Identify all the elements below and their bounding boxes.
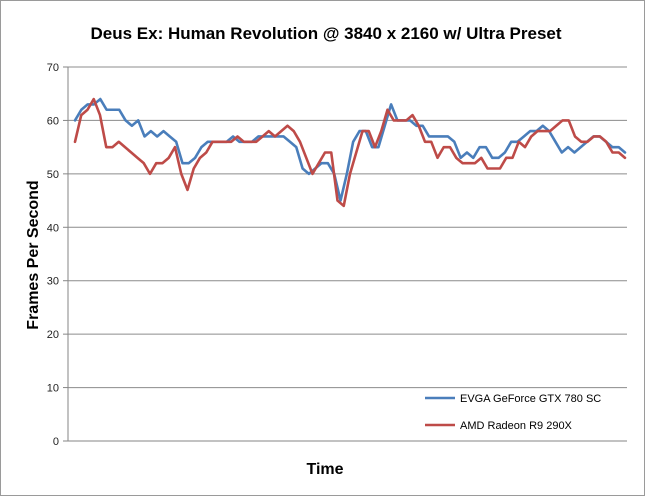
gridlines bbox=[63, 66, 627, 442]
legend-label-2: AMD Radeon R9 290X bbox=[460, 420, 573, 432]
y-tick-label: 10 bbox=[47, 383, 59, 395]
y-tick-labels: 0 10 20 30 40 50 60 70 bbox=[47, 62, 59, 448]
x-axis-title: Time bbox=[306, 461, 343, 478]
y-tick-label: 70 bbox=[47, 62, 59, 74]
series-lines bbox=[73, 97, 627, 208]
y-tick-label: 50 bbox=[47, 169, 59, 181]
axes bbox=[67, 67, 627, 442]
legend-label-1: EVGA GeForce GTX 780 SC bbox=[460, 393, 601, 405]
legend: EVGA GeForce GTX 780 SC AMD Radeon R9 290… bbox=[425, 393, 601, 432]
y-axis-title: Frames Per Second bbox=[25, 180, 42, 329]
y-tick-label: 20 bbox=[47, 329, 59, 341]
y-tick-label: 30 bbox=[47, 276, 59, 288]
series-line-2 bbox=[73, 97, 627, 208]
y-tick-label: 0 bbox=[53, 436, 59, 448]
y-tick-label: 60 bbox=[47, 115, 59, 127]
series-line-1 bbox=[73, 97, 627, 202]
chart-title: Deus Ex: Human Revolution @ 3840 x 2160 … bbox=[90, 24, 561, 43]
y-tick-label: 40 bbox=[47, 222, 59, 234]
